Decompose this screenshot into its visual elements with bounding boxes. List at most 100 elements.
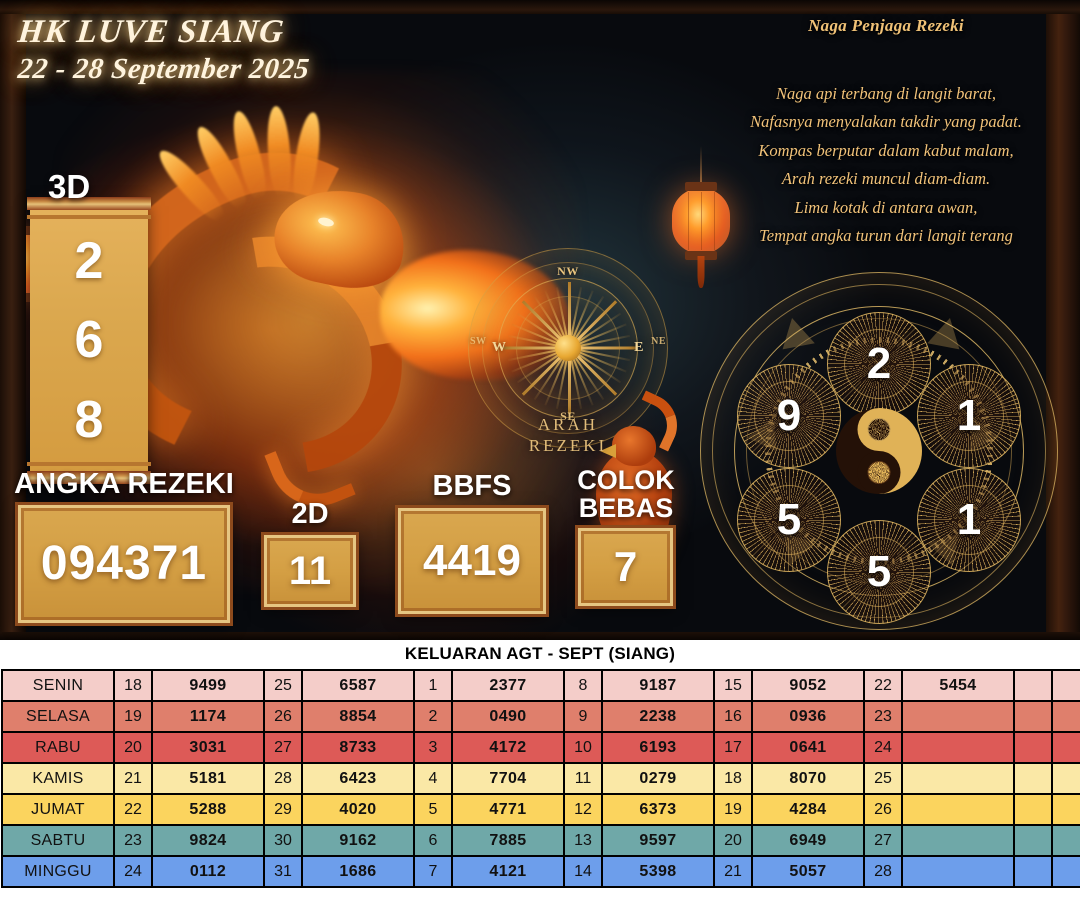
table-cell-result: 5398: [601, 855, 715, 888]
table-cell-date: [1013, 700, 1053, 733]
table-cell-date: [1013, 731, 1053, 764]
table-cell-date: 11: [563, 762, 603, 795]
compass-dir-e: E: [634, 340, 644, 355]
label-2d: 2D: [291, 498, 329, 530]
table-cell-date: 13: [563, 824, 603, 857]
table-cell-date: [1013, 762, 1053, 795]
table-cell-date: 5: [413, 793, 453, 826]
compass-rays: [503, 282, 636, 414]
table-cell-date: 25: [863, 762, 903, 795]
table-cell-result: 8733: [301, 731, 415, 764]
compass-caption-line2: REZEKI: [528, 436, 608, 456]
table-cell-date: 26: [863, 793, 903, 826]
table-cell-result: 6949: [751, 824, 865, 857]
table-cell-date: 6: [413, 824, 453, 857]
value-angka-rezeki: 094371: [40, 537, 208, 590]
page-date-range: 22 - 28 September 2025: [16, 53, 312, 85]
compass-dir-w: W: [492, 340, 507, 355]
table-cell-date: 14: [563, 855, 603, 888]
compass-dir-sw: SW: [470, 336, 487, 347]
table-row: KAMIS 21 5181 28 6423 4 7704 11 0279 18 8070 25: [1, 762, 1080, 795]
table-cell-result: 2377: [451, 669, 565, 702]
compass-caption-line1: ARAH: [537, 415, 599, 434]
table-cell-result: 5181: [151, 762, 265, 795]
table-cell-date: 19: [713, 793, 753, 826]
table-cell-result: 9499: [151, 669, 265, 702]
table-cell-result: 0112: [151, 855, 265, 888]
mandala-outer-ring: [700, 272, 1058, 630]
scroll-rod-line-bottom: [27, 462, 151, 466]
mandala-wheel: 2 1 1 5 5 9: [700, 272, 1058, 630]
table-cell-date: 4: [413, 762, 453, 795]
label-bbfs: BBFS: [432, 470, 512, 502]
box-colok-bebas: 7: [575, 525, 676, 609]
poem-line: Kompas berputar dalam kabut malam,: [758, 140, 1014, 160]
table-row: MINGGU 24 0112 31 1686 7 4121 14 5398 21 5057 28: [1, 855, 1080, 888]
frame-right-edge: [1046, 0, 1080, 640]
scroll-rod-line-top: [27, 215, 151, 219]
table-cell-date: 12: [563, 793, 603, 826]
poem-line: Arah rezeki muncul diam-diam.: [781, 169, 991, 189]
poem-title: Naga Penjaga Rezeki: [808, 16, 964, 35]
compass-ray: [568, 348, 571, 414]
table-row: SELASA 19 1174 26 8854 2 0490 9 2238 16 0936 23: [1, 700, 1080, 733]
yin-yang-icon: [836, 408, 922, 494]
mandala-number-lower-left: 5: [776, 495, 802, 544]
table-cell-day: SELASA: [1, 700, 115, 733]
table-cell-result: 9597: [601, 824, 715, 857]
table-cell-date: 24: [863, 731, 903, 764]
table-cell-result: 1174: [151, 700, 265, 733]
value-bbfs: 4419: [423, 536, 521, 585]
table-cell-date: 26: [263, 700, 303, 733]
table-cell-result: 4020: [301, 793, 415, 826]
box-2d: 11: [261, 532, 359, 610]
table-cell-result: 3031: [151, 731, 265, 764]
mandala-number-top: 2: [866, 339, 892, 388]
table-cell-result: [1051, 793, 1080, 826]
label-3d: 3D: [48, 168, 91, 205]
compass-dir-s: SE: [560, 409, 576, 423]
frame-top-edge: [0, 0, 1080, 14]
keluaran-table: SENIN 18 9499 25 6587 1 2377 8 9187 15 9052 22 5454 S…: [1, 669, 1080, 888]
table-cell-date: 28: [863, 855, 903, 888]
table-cell-result: 4284: [751, 793, 865, 826]
box-angka-rezeki: 094371: [15, 502, 233, 626]
compass-dir-n: NW: [557, 264, 579, 278]
table-title: KELUARAN AGT - SEPT (SIANG): [404, 644, 676, 663]
table-cell-date: 22: [113, 793, 153, 826]
table-cell-result: 8854: [301, 700, 415, 733]
table-cell-date: 17: [713, 731, 753, 764]
compass-dir-ne: NE: [651, 336, 666, 347]
table-cell-result: 0641: [751, 731, 865, 764]
table-cell-date: 15: [713, 669, 753, 702]
table-cell-date: 22: [863, 669, 903, 702]
table-cell-result: 8070: [751, 762, 865, 795]
compass-caption: ARAH REZEKI: [470, 414, 666, 457]
table-cell-day: RABU: [1, 731, 115, 764]
table-cell-date: 23: [863, 700, 903, 733]
table-cell-day: SABTU: [1, 824, 115, 857]
mandala-node-upper-left: 9: [737, 364, 841, 468]
poem-line: Tempat angka turun dari langit terang: [759, 225, 1013, 245]
table-row: RABU 20 3031 27 8733 3 4172 10 6193 17 0641 24: [1, 731, 1080, 764]
poem-line: Lima kotak di antara awan,: [794, 197, 978, 217]
table-cell-result: 9052: [751, 669, 865, 702]
mandala-number-lower-right: 1: [956, 495, 982, 544]
mandala-node-upper-right: 1: [917, 364, 1021, 468]
table-cell-date: 3: [413, 731, 453, 764]
table-cell-result: 4172: [451, 731, 565, 764]
table-row: JUMAT 22 5288 29 4020 5 4771 12 6373 19 4284 26: [1, 793, 1080, 826]
table-cell-result: 1686: [301, 855, 415, 888]
table-cell-date: 29: [263, 793, 303, 826]
value-2d: 11: [288, 549, 332, 593]
table-cell-result: [1051, 731, 1080, 764]
scroll-3d-digit: 2: [74, 231, 104, 290]
mandala-number-bottom: 5: [866, 547, 892, 596]
table-cell-date: 8: [563, 669, 603, 702]
table-cell-result: 6193: [601, 731, 715, 764]
table-cell-date: 10: [563, 731, 603, 764]
table-cell-date: 25: [263, 669, 303, 702]
table-cell-result: [1051, 824, 1080, 857]
table-cell-day: JUMAT: [1, 793, 115, 826]
